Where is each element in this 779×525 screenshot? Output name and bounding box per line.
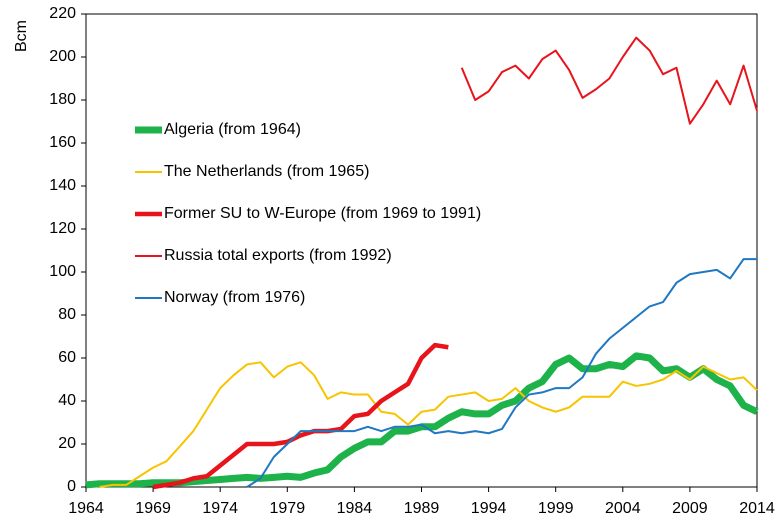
y-tick-label: 200 xyxy=(49,48,76,65)
y-tick-label: 160 xyxy=(49,134,76,151)
x-tick-label: 1964 xyxy=(68,500,104,517)
y-tick-label: 20 xyxy=(58,435,76,452)
y-tick-label: 80 xyxy=(58,306,76,323)
series-line xyxy=(99,361,758,488)
series-line xyxy=(85,352,759,489)
x-tick-label: 1989 xyxy=(404,500,440,517)
y-tick-label: 180 xyxy=(49,91,76,108)
x-tick-label: 2004 xyxy=(605,500,641,517)
y-tick-label: 40 xyxy=(58,392,76,409)
y-axis-label: Bcm xyxy=(13,20,30,52)
x-tick-label: 2009 xyxy=(672,500,708,517)
x-tick-label: 1984 xyxy=(337,500,373,517)
series-line xyxy=(460,36,758,125)
legend-label: Algeria (from 1964) xyxy=(164,121,301,138)
y-tick-label: 100 xyxy=(49,263,76,280)
legend-label: Norway (from 1976) xyxy=(164,289,305,306)
y-tick-label: 120 xyxy=(49,220,76,237)
legend-label: Russia total exports (from 1992) xyxy=(164,247,392,264)
x-tick-label: 1979 xyxy=(270,500,306,517)
x-tick-label: 1994 xyxy=(471,500,507,517)
y-tick-label: 140 xyxy=(49,177,76,194)
legend-label: The Netherlands (from 1965) xyxy=(164,163,369,180)
legend-label: Former SU to W-Europe (from 1969 to 1991… xyxy=(164,205,481,222)
series-line xyxy=(152,342,449,490)
y-tick-label: 220 xyxy=(49,5,76,22)
x-tick-label: 1969 xyxy=(135,500,171,517)
series-line xyxy=(246,258,757,488)
y-tick-label: 0 xyxy=(67,478,76,495)
x-tick-label: 1999 xyxy=(538,500,574,517)
x-tick-label: 2014 xyxy=(739,500,775,517)
x-tick-label: 1974 xyxy=(202,500,238,517)
y-tick-label: 60 xyxy=(58,349,76,366)
